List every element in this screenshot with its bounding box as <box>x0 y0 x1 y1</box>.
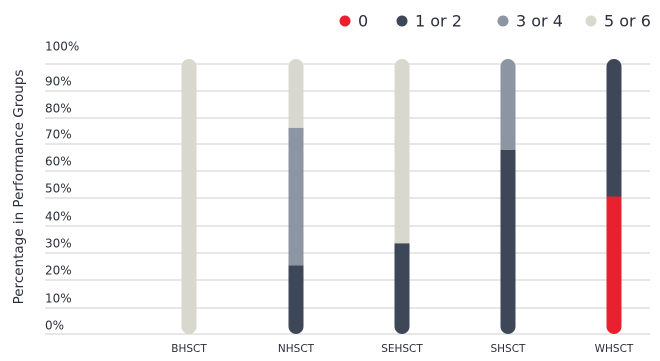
legend-label: 1 or 2 <box>415 12 462 31</box>
legend-swatch <box>339 15 351 27</box>
bar-segment: SHSCT — 1 or 2: 67% <box>500 149 516 334</box>
bar-stack-whsct: WHSCT — 0: 50%WHSCT — 1 or 2: 50% <box>606 59 622 334</box>
legend-item: 0 <box>339 12 368 31</box>
legend-label: 3 or 4 <box>516 12 563 31</box>
y-tick-label: 70% <box>45 128 72 142</box>
legend-label: 5 or 6 <box>604 12 651 31</box>
y-tick-label: 30% <box>45 237 72 251</box>
grid-lines <box>45 63 650 335</box>
y-tick-label: 40% <box>45 210 72 224</box>
bar-segment: NHSCT — 3 or 4: 50% <box>288 127 304 266</box>
legend-swatch <box>396 15 408 27</box>
y-tick-label: 90% <box>45 75 72 89</box>
legend-swatch <box>585 15 597 27</box>
y-tick-label: 80% <box>45 102 72 116</box>
x-tick-label: NHSCT <box>278 343 315 355</box>
bar-segment: WHSCT — 1 or 2: 50% <box>606 59 622 197</box>
y-tick-label: 0% <box>45 319 64 333</box>
bar-stack-bhsct: BHSCT — 5 or 6: 100% <box>181 59 197 334</box>
x-tick-label: SEHSCT <box>381 343 423 355</box>
bar-stack-shsct: SHSCT — 1 or 2: 67%SHSCT — 3 or 4: 33% <box>500 59 516 334</box>
legend-item: 1 or 2 <box>396 12 462 31</box>
y-tick-label: 10% <box>45 292 72 306</box>
legend-label: 0 <box>358 12 368 31</box>
bar-segment: NHSCT — 1 or 2: 25% <box>288 265 304 334</box>
x-tick-label: BHSCT <box>171 343 207 355</box>
y-axis-label: Percentage in Performance Groups <box>11 70 27 305</box>
x-axis-labels: BHSCT NHSCT SEHSCT SHSCT WHSCT <box>171 343 634 355</box>
x-tick-label: SHSCT <box>491 343 527 355</box>
bar-segment: SHSCT — 3 or 4: 33% <box>500 59 516 150</box>
bar-segment: NHSCT — 5 or 6: 25% <box>288 59 304 128</box>
y-tick-label: 50% <box>45 182 72 196</box>
legend-item: 3 or 4 <box>497 12 563 31</box>
bar-segment: SEHSCT — 5 or 6: 67% <box>394 59 410 244</box>
x-tick-label: WHSCT <box>595 343 634 355</box>
y-tick-label: 60% <box>45 155 72 169</box>
bar-segment: BHSCT — 5 or 6: 100% <box>181 59 197 334</box>
bar-segment: WHSCT — 0: 50% <box>606 196 622 334</box>
bar-stack-nhsct: NHSCT — 1 or 2: 25%NHSCT — 3 or 4: 50%NH… <box>288 59 304 334</box>
y-tick-label: 20% <box>45 264 72 278</box>
bar-segment: SEHSCT — 1 or 2: 33% <box>394 243 410 334</box>
bars: BHSCT — 5 or 6: 100%NHSCT — 1 or 2: 25%N… <box>181 59 622 334</box>
bar-stack-sehsct: SEHSCT — 1 or 2: 33%SEHSCT — 5 or 6: 67% <box>394 59 410 334</box>
y-axis-ticks: 0% 10% 20% 30% 40% 50% 60% 70% 80% 90% 100% <box>45 40 79 333</box>
y-tick-label: 100% <box>45 40 79 54</box>
legend-swatch <box>497 15 509 27</box>
legend-item: 5 or 6 <box>585 12 651 31</box>
legend: 0 1 or 2 3 or 4 5 or 6 <box>339 12 651 31</box>
